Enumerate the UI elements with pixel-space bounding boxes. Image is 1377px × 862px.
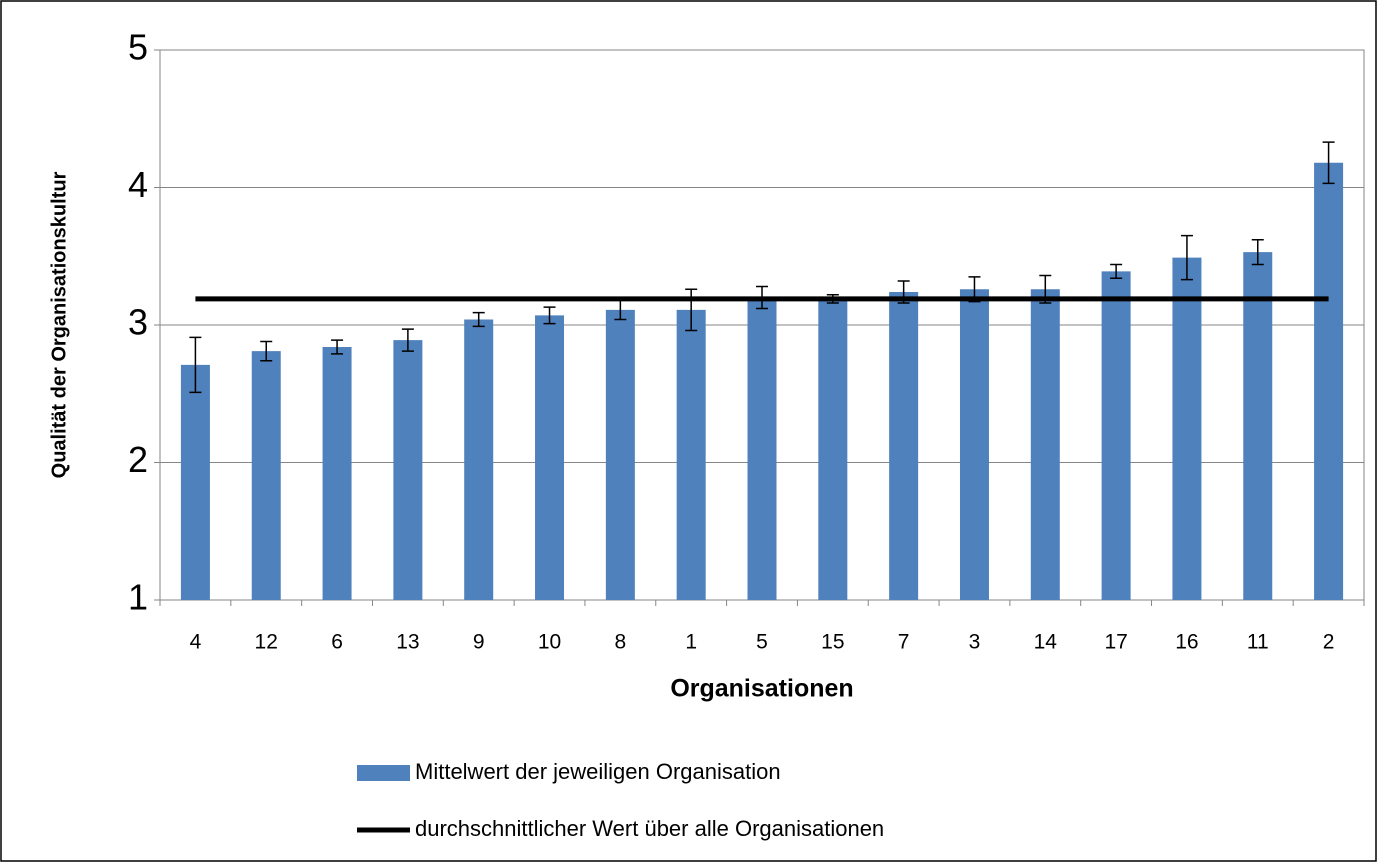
bar (959, 289, 989, 600)
legend-label: durchschnittlicher Wert über alle Organi… (415, 816, 884, 841)
y-tick-label: 4 (128, 164, 148, 205)
bar (393, 340, 423, 600)
x-tick-label: 1 (685, 631, 697, 654)
y-tick-label: 5 (128, 27, 148, 68)
x-tick-label: 12 (255, 631, 278, 654)
bar (1314, 162, 1344, 600)
legend-swatch (357, 765, 410, 781)
bar (535, 315, 565, 600)
x-tick-label: 16 (1175, 631, 1198, 654)
bar (1243, 252, 1273, 600)
x-tick-label: 3 (969, 631, 981, 654)
bar (889, 292, 919, 600)
x-tick-label: 15 (821, 631, 844, 654)
x-tick-label: 8 (615, 631, 627, 654)
x-tick-label: 11 (1247, 631, 1269, 654)
x-tick-label: 17 (1104, 631, 1127, 654)
bar (464, 319, 494, 600)
bar (251, 351, 281, 600)
x-tick-label: 14 (1034, 631, 1058, 654)
y-axis-title: Qualität der Organisationskultur (48, 171, 70, 478)
x-tick-label: 6 (331, 631, 343, 654)
x-tick-label: 5 (756, 631, 768, 654)
x-tick-label: 4 (190, 631, 202, 654)
y-tick-label: 3 (128, 302, 148, 343)
bar (818, 298, 848, 600)
y-tick-label: 1 (128, 577, 148, 618)
bar (180, 364, 210, 600)
x-tick-label: 2 (1323, 631, 1335, 654)
bar (676, 309, 706, 600)
x-tick-label: 13 (396, 631, 419, 654)
bar (1030, 289, 1060, 600)
legend-label: Mittelwert der jeweiligen Organisation (415, 759, 781, 784)
bar (1172, 257, 1202, 600)
bar (605, 309, 635, 600)
x-tick-label: 7 (898, 631, 910, 654)
y-tick-label: 2 (128, 439, 148, 480)
x-axis-title: Organisationen (670, 675, 853, 703)
bar (747, 297, 777, 600)
x-tick-label: 9 (473, 631, 485, 654)
x-tick-label: 10 (538, 631, 561, 654)
bar (322, 347, 352, 600)
bar (1101, 271, 1131, 600)
